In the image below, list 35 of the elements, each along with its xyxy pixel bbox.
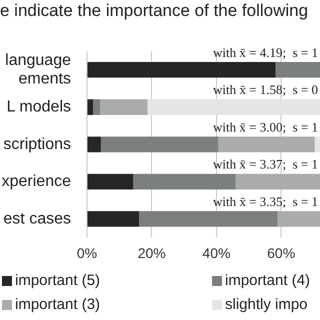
x-tick-label: 20%	[138, 244, 166, 261]
annotation: with x̄ = 3.00; s = 1	[213, 119, 318, 134]
annotation: with x̄ = 1.58; s = 0	[213, 82, 318, 98]
annotation: with x̄ = 3.37; s = 1	[213, 156, 318, 172]
bar	[100, 136, 218, 152]
bar	[88, 62, 276, 78]
bar	[88, 211, 140, 227]
bar	[278, 211, 320, 227]
bar	[218, 136, 315, 152]
bar	[236, 174, 320, 190]
bar	[139, 211, 278, 227]
chart-title: e indicate the importance of the following	[0, 0, 310, 22]
legend-label: important (3)	[15, 296, 100, 314]
legend-label: important (5)	[15, 272, 100, 290]
bar	[133, 174, 236, 190]
y-tick-label: scriptions	[3, 136, 71, 153]
x-tick-label: 0%	[76, 244, 98, 261]
bar	[93, 99, 100, 115]
bar	[88, 136, 101, 152]
legend-label: slightly impo	[225, 296, 308, 314]
annotation: with x̄ = 3.35; s = 1	[213, 194, 318, 209]
bar	[148, 99, 320, 115]
y-tick-label: xperience	[2, 173, 72, 190]
bar	[88, 174, 134, 190]
y-tick-label: language ements	[5, 52, 72, 88]
annotation: with x̄ = 4.19; s = 1	[213, 44, 318, 60]
x-tick-label: 40%	[202, 244, 230, 261]
bar	[88, 99, 94, 115]
x-tick-label: 60%	[267, 244, 296, 261]
legend-label: important (4)	[225, 272, 310, 290]
bar	[276, 62, 320, 78]
bar	[314, 136, 320, 152]
y-tick-label: est cases	[3, 210, 71, 228]
y-tick-label: L models	[6, 98, 71, 116]
bar	[100, 99, 148, 115]
